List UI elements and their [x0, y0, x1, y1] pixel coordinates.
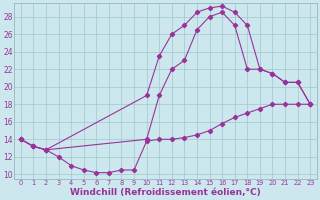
X-axis label: Windchill (Refroidissement éolien,°C): Windchill (Refroidissement éolien,°C)	[70, 188, 261, 197]
